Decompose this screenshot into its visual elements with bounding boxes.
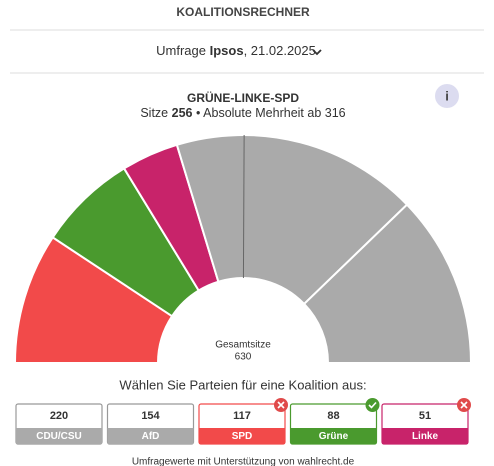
card-band bbox=[199, 428, 285, 444]
card-band bbox=[290, 428, 377, 444]
party-cards: 220 CDU/CSU 154 AfD 117 SPD 88 Grüne 51 Linke bbox=[15, 398, 471, 445]
seat-segment bbox=[175, 134, 409, 306]
card-seats: 88 bbox=[327, 410, 339, 422]
poll-label: Umfrage Ipsos, 21.02.2025 bbox=[156, 43, 316, 58]
poll-date: , 21.02.2025 bbox=[244, 43, 316, 58]
info-button[interactable]: i bbox=[435, 84, 459, 108]
remove-icon bbox=[460, 401, 468, 409]
card-icon bbox=[365, 398, 380, 412]
card-seats: 51 bbox=[419, 410, 431, 422]
poll-prefix: Umfrage bbox=[156, 43, 206, 58]
party-card[interactable]: 154 AfD bbox=[106, 403, 195, 445]
card-band bbox=[16, 428, 102, 444]
card-name: Linke bbox=[412, 431, 439, 442]
coalition-name: GRÜNE-LINKE-SPD bbox=[187, 90, 299, 105]
coalition-seats: Sitze 256 • Absolute Mehrheit ab 316 bbox=[140, 106, 345, 120]
seats-label: Sitze bbox=[140, 106, 168, 120]
remove-icon bbox=[277, 401, 285, 409]
chevron bbox=[312, 49, 322, 56]
seat-chart bbox=[13, 134, 473, 364]
footer: Umfragewerte mit Unterstützung von wahlr… bbox=[132, 457, 355, 466]
check-icon bbox=[368, 401, 377, 409]
seats-value: 256 bbox=[172, 106, 193, 120]
info-circle bbox=[435, 84, 459, 108]
total-value: 630 bbox=[235, 352, 252, 363]
total-label: Gesamtsitze bbox=[215, 340, 271, 351]
card-band bbox=[382, 428, 468, 444]
card-band bbox=[107, 428, 194, 444]
info-icon: i bbox=[445, 88, 449, 103]
card-seats: 117 bbox=[233, 410, 251, 422]
card-name: CDU/CSU bbox=[36, 431, 82, 442]
prompt: Wählen Sie Parteien für eine Koalition a… bbox=[119, 377, 366, 392]
poll-select[interactable]: Umfrage Ipsos, 21.02.2025 bbox=[156, 43, 322, 58]
separator: • bbox=[196, 106, 200, 120]
title: KOALITIONSRECHNER bbox=[176, 5, 310, 19]
party-card[interactable]: 51 Linke bbox=[381, 398, 471, 445]
majority-line bbox=[242, 135, 245, 279]
party-card[interactable]: 220 CDU/CSU bbox=[15, 403, 103, 445]
majority-value: 316 bbox=[325, 106, 346, 120]
card-seats: 220 bbox=[50, 410, 68, 422]
majority-label: Absolute Mehrheit ab bbox=[203, 106, 321, 120]
card-name: AfD bbox=[142, 431, 160, 442]
card-name: SPD bbox=[232, 431, 253, 442]
party-card[interactable]: 88 Grüne bbox=[289, 398, 380, 445]
card-seats: 154 bbox=[141, 410, 160, 422]
seat-segment bbox=[302, 203, 473, 364]
card-name: Grüne bbox=[319, 431, 349, 442]
poll-institute: Ipsos bbox=[210, 43, 244, 58]
party-card[interactable]: 117 SPD bbox=[198, 398, 288, 445]
